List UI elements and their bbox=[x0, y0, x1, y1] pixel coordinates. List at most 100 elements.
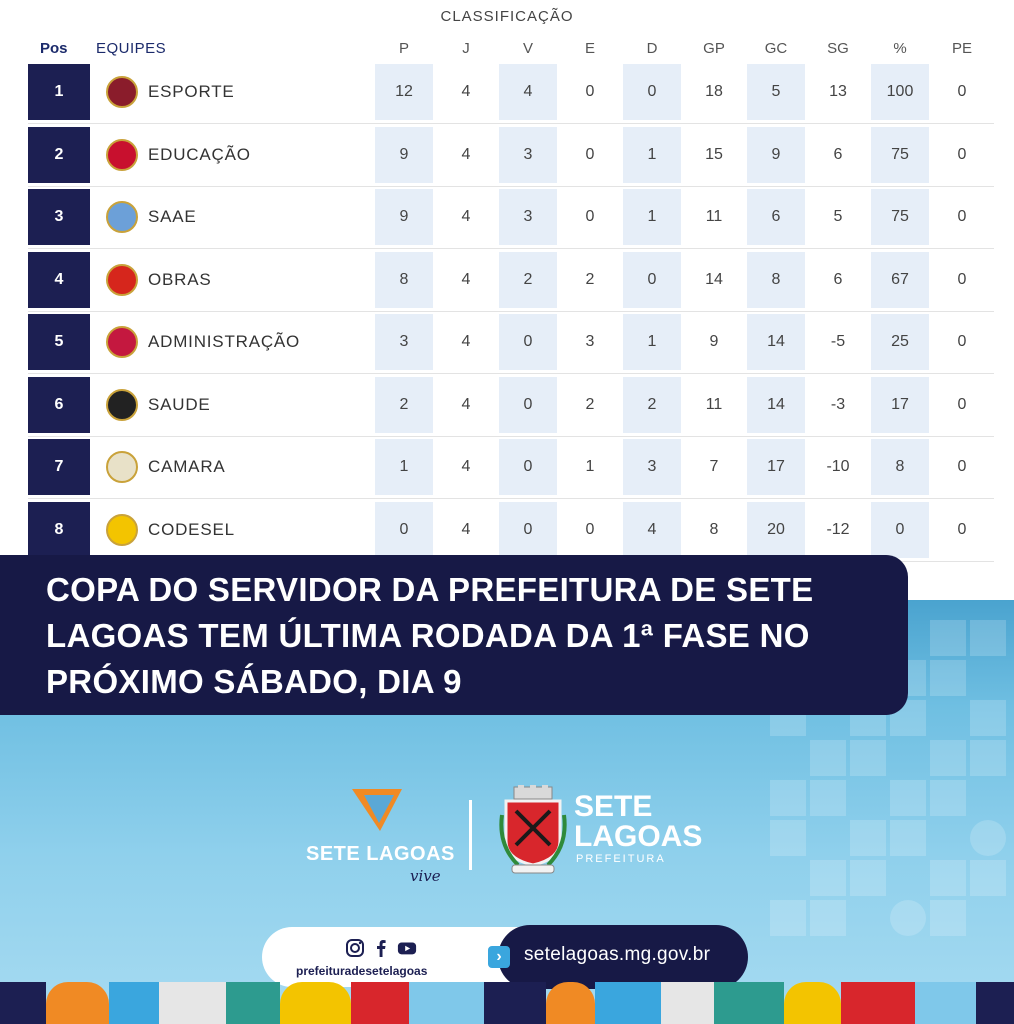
team-cell: SAAE bbox=[94, 189, 374, 245]
row-divider bbox=[28, 248, 994, 249]
stat-pe: 0 bbox=[957, 83, 967, 100]
pattern-tile bbox=[930, 740, 966, 776]
pattern-tile bbox=[850, 740, 886, 776]
vive-mark-icon bbox=[352, 789, 402, 831]
stat-goals-for: 14 bbox=[705, 270, 723, 288]
stat-goal-diff: 6 bbox=[833, 145, 843, 163]
header-e: E bbox=[584, 40, 595, 57]
strip-block bbox=[46, 982, 109, 1024]
team-name: CAMARA bbox=[148, 457, 226, 476]
stat-wins: 3 bbox=[499, 126, 557, 183]
pattern-tile bbox=[770, 780, 806, 816]
stat-pe: 0 bbox=[957, 145, 967, 163]
website-link[interactable]: setelagoas.mg.gov.br bbox=[524, 944, 711, 965]
team-name: EDUCAÇÃO bbox=[148, 144, 251, 164]
position-cell: 2 bbox=[28, 126, 90, 183]
row-divider bbox=[28, 123, 994, 124]
logo-divider bbox=[469, 800, 472, 870]
pattern-tile bbox=[770, 900, 806, 936]
stat-goals-against: 8 bbox=[747, 251, 805, 308]
stat-percent: 17 bbox=[871, 376, 929, 433]
stat-wins: 0 bbox=[499, 501, 557, 558]
stat-goals-against: 14 bbox=[747, 314, 805, 370]
stat-losses: 2 bbox=[623, 376, 681, 433]
stat-goal-diff: 13 bbox=[829, 83, 847, 100]
stat-losses: 4 bbox=[623, 501, 681, 558]
row-divider bbox=[28, 373, 994, 374]
stat-played: 4 bbox=[461, 270, 471, 288]
social-icons bbox=[345, 938, 425, 960]
table-row: 8 CODESEL 0 4 0 0 4 8 20 -12 0 0 bbox=[28, 501, 994, 562]
stat-goals-for: 15 bbox=[705, 145, 723, 163]
stat-wins: 4 bbox=[499, 64, 557, 120]
stat-played: 4 bbox=[461, 395, 471, 413]
stat-wins: 0 bbox=[499, 376, 557, 433]
row-divider bbox=[28, 435, 994, 437]
stat-draws: 0 bbox=[585, 208, 595, 225]
pattern-tile bbox=[810, 740, 846, 776]
header-gc: GC bbox=[764, 40, 788, 57]
stat-losses: 1 bbox=[623, 189, 681, 245]
stat-percent: 8 bbox=[871, 439, 929, 495]
pattern-tile bbox=[970, 700, 1006, 736]
team-name: OBRAS bbox=[148, 269, 212, 289]
sete-lagoas-vive-logo: SETE LAGOAS vive bbox=[300, 785, 480, 885]
facebook-icon[interactable] bbox=[371, 938, 391, 958]
team-cell: CODESEL bbox=[94, 502, 374, 558]
stat-points: 3 bbox=[375, 314, 433, 370]
stat-points: 8 bbox=[375, 251, 433, 308]
stat-losses: 1 bbox=[623, 126, 681, 183]
stat-played: 4 bbox=[461, 208, 471, 225]
header-j: J bbox=[462, 40, 470, 57]
stat-goals-for: 18 bbox=[705, 83, 723, 100]
stat-goal-diff: -12 bbox=[826, 520, 850, 538]
city-logo-sub: PREFEITURA bbox=[576, 853, 666, 865]
stat-goal-diff: -3 bbox=[830, 395, 846, 413]
table-row: 2 EDUCAÇÃO 9 4 3 0 1 15 9 6 75 0 bbox=[28, 126, 994, 187]
vive-logo-sub: vive bbox=[410, 867, 441, 885]
stat-played: 4 bbox=[461, 83, 471, 100]
strip-block bbox=[784, 982, 841, 1024]
stat-draws: 1 bbox=[585, 458, 595, 475]
pattern-tile bbox=[890, 780, 926, 816]
stat-goals-for: 9 bbox=[709, 333, 719, 350]
chevron-right-icon: › bbox=[488, 946, 510, 968]
team-crest-icon bbox=[106, 513, 138, 546]
header-gp: GP bbox=[703, 40, 725, 57]
team-crest-icon bbox=[106, 201, 138, 233]
strip-block bbox=[159, 982, 226, 1024]
header-pos: Pos bbox=[40, 40, 68, 57]
row-divider bbox=[28, 498, 994, 499]
stat-goals-against: 6 bbox=[747, 189, 805, 245]
instagram-icon[interactable] bbox=[345, 938, 365, 958]
pattern-tile bbox=[970, 620, 1006, 656]
team-crest-icon bbox=[106, 326, 138, 358]
stat-losses: 0 bbox=[623, 64, 681, 120]
pattern-tile bbox=[930, 860, 966, 896]
stat-pe: 0 bbox=[957, 270, 967, 288]
strip-block bbox=[409, 982, 484, 1024]
position-cell: 5 bbox=[28, 314, 90, 370]
city-logo-line1: SETE bbox=[574, 790, 653, 823]
stat-points: 1 bbox=[375, 439, 433, 495]
stat-points: 9 bbox=[375, 126, 433, 183]
header-sg: SG bbox=[827, 40, 849, 57]
stat-goal-diff: -10 bbox=[826, 458, 850, 475]
stat-draws: 0 bbox=[585, 83, 595, 100]
strip-block bbox=[546, 982, 595, 1024]
strip-block bbox=[226, 982, 280, 1024]
stat-points: 2 bbox=[375, 376, 433, 433]
team-crest-icon bbox=[106, 138, 138, 171]
team-name: SAUDE bbox=[148, 394, 211, 414]
headline-banner: COPA DO SERVIDOR DA PREFEITURA DE SETE L… bbox=[0, 555, 908, 715]
table-title: CLASSIFICAÇÃO bbox=[440, 8, 574, 25]
stat-wins: 0 bbox=[499, 314, 557, 370]
stat-goals-against: 9 bbox=[747, 126, 805, 183]
stat-losses: 0 bbox=[623, 251, 681, 308]
stat-goal-diff: 6 bbox=[833, 270, 843, 288]
pattern-tile bbox=[930, 660, 966, 696]
city-logo-line2: LAGOAS bbox=[574, 820, 703, 853]
youtube-icon[interactable] bbox=[397, 938, 417, 958]
team-cell: EDUCAÇÃO bbox=[94, 127, 374, 183]
website-pill[interactable] bbox=[498, 925, 748, 989]
